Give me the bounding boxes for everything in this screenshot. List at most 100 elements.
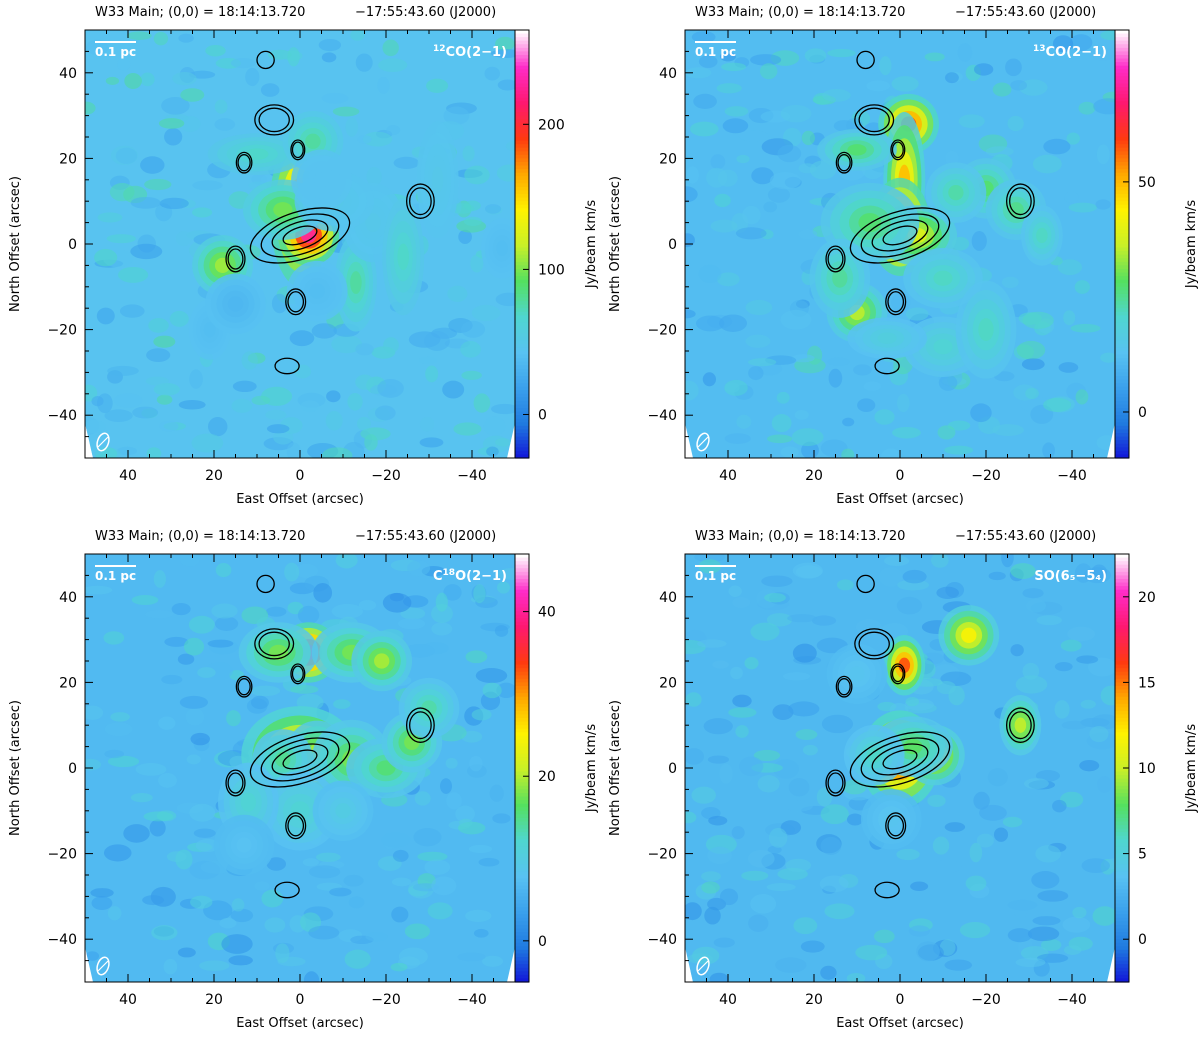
colorbar-step <box>515 169 529 174</box>
colorbar-tick-label: 0 <box>538 934 547 950</box>
x-axis-label: East Offset (arcsec) <box>836 1016 964 1031</box>
noise-blob <box>159 420 179 432</box>
noise-blob <box>777 144 802 163</box>
noise-blob <box>1064 191 1079 203</box>
noise-blob <box>794 409 809 420</box>
colorbar-step <box>515 885 529 890</box>
colorbar-step <box>1115 37 1129 42</box>
contour-level <box>858 631 890 657</box>
colorbar-step <box>1115 318 1129 324</box>
noise-blob <box>1007 115 1024 132</box>
noise-blob <box>473 393 491 413</box>
noise-blob <box>329 887 352 897</box>
colorbar-step <box>515 628 529 634</box>
noise-blob <box>271 293 288 314</box>
colorbar-step <box>1115 351 1129 356</box>
colorbar-step <box>515 625 529 630</box>
line-label-sup: 12 <box>433 44 446 54</box>
header-source: W33 Main; (0,0) = 18:14:13.720 <box>695 5 905 20</box>
noise-blob <box>159 197 189 210</box>
noise-blob <box>958 114 985 129</box>
colorbar-step <box>515 137 529 142</box>
noise-blob <box>724 106 749 117</box>
noise-blob <box>750 54 782 66</box>
noise-blob <box>1076 655 1099 664</box>
noise-blob <box>104 409 133 422</box>
noise-blob <box>855 619 882 636</box>
noise-blob <box>728 585 742 597</box>
panel-12co-map: W33 Main; (0,0) = 18:14:13.720 −17:55:43.… <box>8 5 599 507</box>
noise-blob <box>987 768 1008 787</box>
colorbar-step <box>1115 194 1129 199</box>
colorbar-step <box>1115 875 1129 880</box>
noise-blob <box>103 631 125 645</box>
contour-level <box>887 291 905 313</box>
colorbar-step <box>1115 383 1129 388</box>
x-tick-label: −20 <box>371 992 401 1008</box>
noise-blob <box>931 860 962 873</box>
colorbar-step <box>1115 58 1129 63</box>
contour-level <box>825 245 846 273</box>
noise-blob <box>205 44 226 57</box>
contour-level <box>271 743 329 776</box>
noise-blob <box>265 409 287 420</box>
noise-blob <box>264 917 286 933</box>
noise-blob <box>117 446 138 456</box>
continuum-contours <box>825 574 1035 899</box>
emission-level <box>849 666 865 682</box>
colorbar-step <box>1115 233 1129 238</box>
noise-blob <box>418 356 438 365</box>
noise-blob <box>1100 30 1115 41</box>
colorbar-step <box>515 347 529 352</box>
noise-blob <box>85 384 98 402</box>
colorbar-step <box>1115 564 1129 569</box>
colorbar-step <box>1115 51 1129 56</box>
colorbar-step <box>515 254 529 259</box>
colorbar-step <box>515 226 529 231</box>
noise-blob <box>809 160 837 180</box>
colorbar-step <box>1115 336 1129 341</box>
colorbar-step <box>1115 265 1129 270</box>
noise-blob <box>197 667 216 678</box>
colorbar-step <box>515 718 529 723</box>
colorbar-step <box>1115 896 1129 901</box>
colorbar-step <box>515 129 529 135</box>
noise-blob <box>266 857 287 871</box>
emission-level <box>496 240 508 256</box>
colorbar-step <box>1115 725 1129 730</box>
noise-blob <box>104 722 133 736</box>
colorbar-label: Jy/beam km/s <box>584 724 599 813</box>
emission-level <box>376 760 396 776</box>
colorbar-step <box>1115 433 1129 438</box>
colorbar-step <box>515 293 529 299</box>
noise-blob <box>691 31 716 43</box>
colorbar-step <box>515 668 529 673</box>
colorbar-step <box>515 764 529 769</box>
colorbar-step <box>515 151 529 156</box>
colorbar-step <box>515 650 529 655</box>
emission-blob <box>291 149 352 211</box>
colorbar-step <box>1115 375 1129 381</box>
colorbar-step <box>1115 928 1129 933</box>
colorbar-step <box>515 268 529 274</box>
noise-blob <box>417 851 448 862</box>
noise-blob <box>188 615 215 634</box>
colorbar-step <box>515 639 529 644</box>
noise-blob <box>191 433 224 453</box>
noise-blob <box>867 63 881 74</box>
noise-blob <box>140 72 155 87</box>
colorbar-step <box>1115 326 1129 331</box>
noise-blob <box>183 637 205 656</box>
noise-blob <box>1026 598 1047 613</box>
noise-blob <box>144 178 172 191</box>
emission-blob <box>205 273 266 335</box>
noise-blob <box>381 832 411 848</box>
colorbar-step <box>1115 689 1129 694</box>
x-tick-label: −40 <box>457 468 487 484</box>
noise-blob <box>785 800 813 812</box>
noise-blob <box>879 56 892 76</box>
colorbar-step <box>1115 618 1129 623</box>
emission-blob <box>826 643 888 705</box>
noise-blob <box>344 949 371 969</box>
colorbar-step <box>1115 236 1129 242</box>
